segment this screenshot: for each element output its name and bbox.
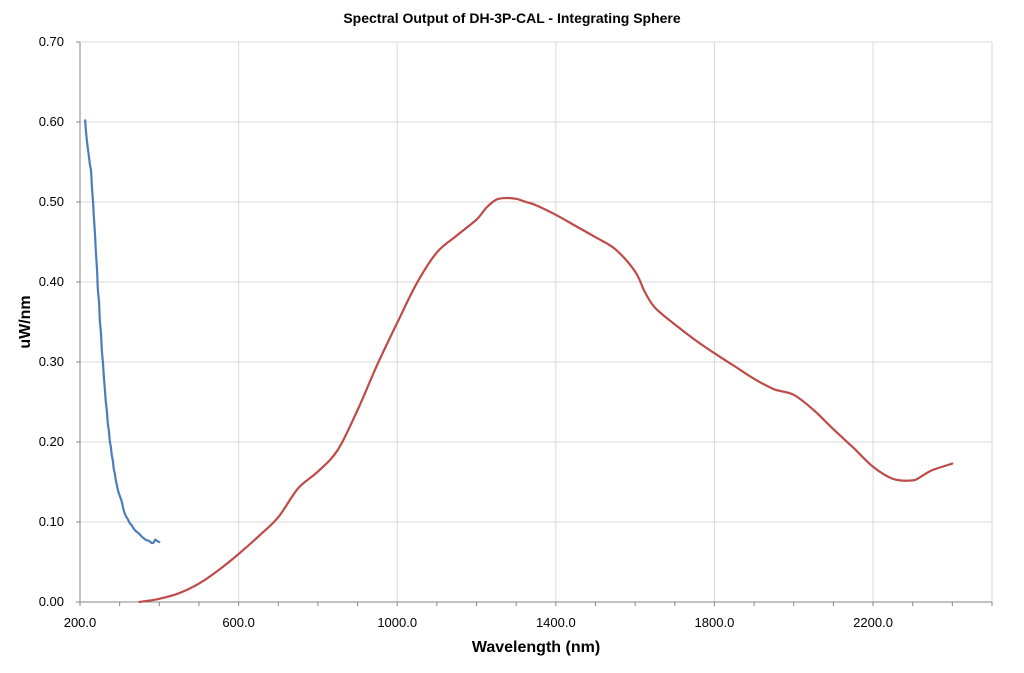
tick-labels: 0.00 0.10 0.20 0.30 0.40 0.50 0.60 0.70 200.0 600…	[39, 34, 893, 630]
y-tick-label: 0.70	[39, 34, 64, 49]
x-tick-label: 1400.0	[536, 615, 576, 630]
axes	[76, 41, 993, 606]
y-tick-label: 0.60	[39, 114, 64, 129]
gridlines	[80, 41, 993, 602]
x-axis-title: Wavelength (nm)	[472, 639, 600, 656]
y-axis-title: uW/nm	[17, 295, 34, 348]
y-tick-label: 0.40	[39, 274, 64, 289]
x-tick-label: 1000.0	[377, 615, 417, 630]
y-tick-label: 0.10	[39, 514, 64, 529]
x-tick-label: 2200.0	[853, 615, 893, 630]
chart-title: Spectral Output of DH-3P-CAL - Integrati…	[343, 10, 681, 26]
y-tick-label: 0.30	[39, 354, 64, 369]
y-tick-label: 0.00	[39, 594, 64, 609]
series-line-1	[84, 119, 161, 545]
series-lines	[84, 119, 954, 604]
y-tick-label: 0.20	[39, 434, 64, 449]
y-tick-label: 0.50	[39, 194, 64, 209]
series-line-2	[138, 196, 954, 604]
x-tick-label: 200.0	[64, 615, 97, 630]
x-tick-label: 1800.0	[695, 615, 735, 630]
x-tick-label: 600.0	[222, 615, 255, 630]
